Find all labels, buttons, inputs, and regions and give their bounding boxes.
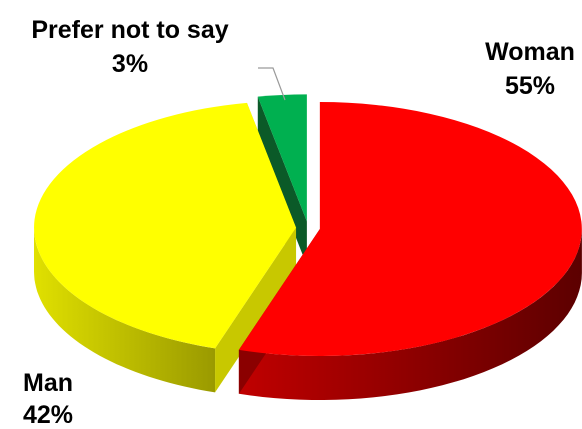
label-woman: Woman xyxy=(485,38,575,66)
pie-slice-woman xyxy=(238,102,582,400)
pie-slice-top-prefer-not-to-say xyxy=(257,94,307,222)
value-label-man: 42% xyxy=(23,401,73,429)
value-label-prefer-not-to-say: 3% xyxy=(112,50,148,78)
label-prefer-not-to-say: Prefer not to say xyxy=(31,16,228,44)
leader-line xyxy=(258,67,286,101)
pie-slice-man xyxy=(34,102,297,393)
pie-slice-face-man-0 xyxy=(215,227,297,393)
pie-slice-prefer-not-to-say xyxy=(257,94,307,266)
label-man: Man xyxy=(23,369,73,397)
pie-slice-face-prefer-not-to-say-0 xyxy=(257,96,307,266)
pie-slice-side-man xyxy=(34,227,216,393)
pie-slice-top-woman xyxy=(238,102,582,357)
pie-slice-top-man xyxy=(34,102,297,349)
pie-slice-side-woman xyxy=(238,229,582,400)
value-label-woman: 55% xyxy=(505,72,555,100)
